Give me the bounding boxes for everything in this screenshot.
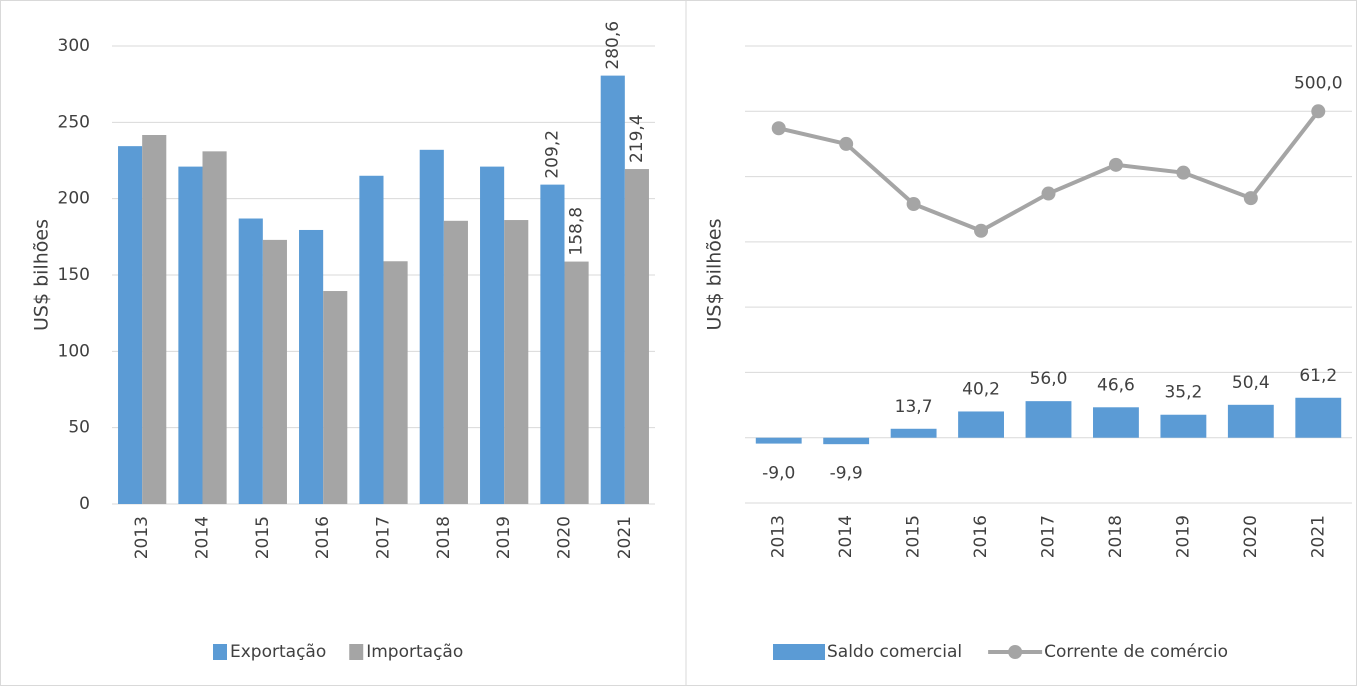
bar (1227, 404, 1274, 438)
x-tick-label: 2020 (555, 516, 575, 559)
x-tick-label: 2020 (1241, 515, 1261, 558)
x-tick-label: 2013 (132, 516, 152, 559)
bar (480, 166, 505, 504)
line-point (974, 223, 989, 238)
value-label: 280,6 (603, 21, 623, 70)
line-point (1176, 165, 1191, 180)
y-tick-label: 0 (79, 494, 90, 514)
bar (359, 175, 384, 504)
x-tick-label: 2014 (193, 516, 213, 559)
value-label: 13,7 (895, 397, 933, 417)
bar (262, 239, 287, 505)
value-label: 219,4 (627, 114, 647, 163)
legend-label: Importação (366, 642, 463, 662)
x-tick-label: 2017 (374, 516, 394, 559)
bar (958, 411, 1004, 438)
line-point (771, 121, 786, 136)
value-label: 40,2 (962, 379, 1000, 399)
legend-swatch (213, 644, 227, 660)
x-tick-label: 2021 (1308, 515, 1328, 558)
value-label: -9,9 (830, 464, 863, 484)
bar (624, 169, 649, 505)
y-tick-label: 150 (58, 265, 90, 285)
bar (755, 437, 802, 444)
legend-label: Saldo comercial (827, 642, 962, 662)
line-point (1108, 157, 1123, 172)
x-tick-label: 2016 (313, 516, 333, 559)
line-point (1041, 186, 1056, 201)
y-tick-label: 250 (58, 112, 90, 132)
bar (1093, 407, 1139, 438)
value-label: 50,4 (1232, 373, 1270, 393)
value-label: -9,0 (762, 464, 795, 484)
bar (178, 166, 203, 504)
x-tick-label: 2013 (769, 515, 789, 558)
bar (1295, 397, 1342, 438)
x-tick-label: 2015 (904, 515, 924, 558)
bar (202, 151, 227, 504)
line-point (1311, 104, 1326, 119)
x-tick-label: 2017 (1039, 515, 1059, 558)
bar (1160, 414, 1207, 438)
value-label: 56,0 (1030, 369, 1068, 389)
bar (504, 220, 529, 505)
x-tick-label: 2019 (494, 516, 514, 559)
value-label: 500,0 (1294, 73, 1343, 93)
legend-swatch (349, 644, 364, 660)
bar (118, 146, 143, 504)
x-tick-label: 2018 (434, 516, 454, 559)
bar (564, 261, 589, 504)
y-tick-label: 100 (58, 341, 90, 361)
line-point (1243, 191, 1258, 206)
bar (419, 149, 444, 504)
value-label: 158,8 (567, 207, 587, 256)
bar (890, 428, 937, 438)
x-tick-label: 2021 (615, 516, 635, 559)
y-axis-label: US$ bilhões (31, 219, 53, 331)
bar (142, 135, 167, 504)
x-tick-label: 2019 (1173, 515, 1193, 558)
y-axis-label: US$ bilhões (704, 219, 726, 331)
y-tick-label: 300 (58, 36, 90, 56)
value-label: 35,2 (1164, 383, 1202, 403)
bar (299, 229, 324, 505)
legend-marker (1008, 645, 1023, 659)
line-point (906, 196, 921, 211)
y-tick-label: 200 (58, 189, 90, 209)
y-tick-label: 50 (68, 418, 90, 438)
value-label: 46,6 (1097, 375, 1135, 395)
legend-label: Exportação (230, 642, 326, 662)
x-tick-label: 2016 (971, 515, 991, 558)
line-point (839, 136, 854, 151)
bar (323, 291, 348, 504)
x-tick-label: 2015 (253, 516, 273, 559)
bar (540, 184, 565, 504)
x-tick-label: 2014 (836, 515, 856, 558)
legend-label: Corrente de comércio (1044, 642, 1228, 662)
bar (443, 220, 468, 504)
value-label: 61,2 (1299, 366, 1337, 386)
bar (238, 218, 263, 504)
x-tick-label: 2018 (1106, 515, 1126, 558)
bar (823, 437, 870, 445)
bar (600, 75, 625, 504)
bar (1025, 401, 1072, 438)
legend-swatch (773, 644, 825, 660)
bar (383, 261, 408, 504)
value-label: 209,2 (542, 130, 562, 179)
